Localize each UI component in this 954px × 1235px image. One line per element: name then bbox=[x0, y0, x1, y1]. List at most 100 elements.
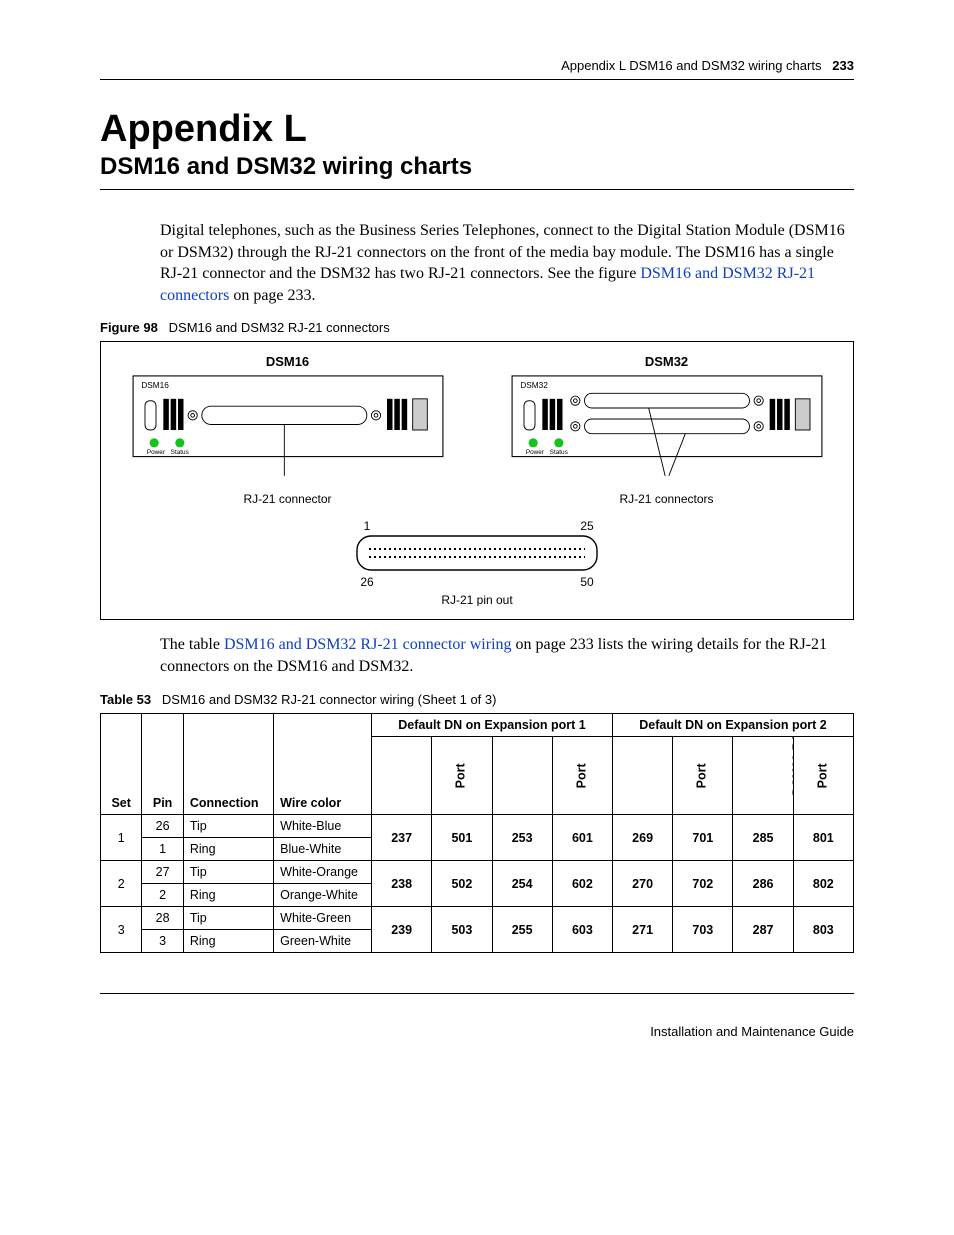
cell-port-2a: 703 bbox=[673, 907, 733, 953]
dsm32-column: DSM32 DSM32 bbox=[492, 354, 841, 506]
dsm32-diagram: DSM32 bbox=[497, 375, 837, 485]
cell-port-1b: 602 bbox=[552, 861, 612, 907]
th-upper-1: Upper DSM32 RJ-21 bbox=[492, 736, 552, 815]
dsm32-power-label: Power bbox=[525, 449, 544, 456]
cell-pin: 2 bbox=[142, 884, 183, 907]
th-wirecolor: Wire color bbox=[274, 713, 372, 815]
cell-port-2b: 801 bbox=[793, 815, 853, 861]
th-group-port1: Default DN on Expansion port 1 bbox=[372, 713, 613, 736]
wiring-table: Set Pin Connection Wire color Default DN… bbox=[100, 713, 854, 954]
th-port-1b: Port bbox=[552, 736, 612, 815]
th-pin: Pin bbox=[142, 713, 183, 815]
cell-wirecolor: White-Green bbox=[274, 907, 372, 930]
cell-port-1b: 601 bbox=[552, 815, 612, 861]
cell-port-1a: 503 bbox=[432, 907, 492, 953]
dsm32-title: DSM32 bbox=[492, 354, 841, 369]
cell-port-1b: 603 bbox=[552, 907, 612, 953]
cell-connection: Tip bbox=[183, 815, 273, 838]
cell-lower-dn2: 271 bbox=[612, 907, 672, 953]
cell-upper-dn2: 285 bbox=[733, 815, 793, 861]
intro-paragraph-2: The table DSM16 and DSM32 RJ-21 connecto… bbox=[100, 634, 854, 677]
footer-rule bbox=[100, 993, 854, 994]
table-caption: Table 53 DSM16 and DSM32 RJ-21 connector… bbox=[100, 692, 854, 707]
cell-port-2a: 702 bbox=[673, 861, 733, 907]
cell-pin: 1 bbox=[142, 838, 183, 861]
th-connection: Connection bbox=[183, 713, 273, 815]
header-rule bbox=[100, 79, 854, 80]
para1-post: on page 233. bbox=[229, 287, 315, 304]
th-set: Set bbox=[101, 713, 142, 815]
cell-upper-dn1: 255 bbox=[492, 907, 552, 953]
figure-caption-text: DSM16 and DSM32 RJ-21 connectors bbox=[169, 320, 390, 335]
cell-wirecolor: White-Orange bbox=[274, 861, 372, 884]
cell-upper-dn2: 286 bbox=[733, 861, 793, 907]
rj21-pinout: 1 25 26 50 RJ-21 pin out bbox=[113, 516, 841, 609]
dsm32-status-label: Status bbox=[549, 449, 567, 456]
cell-set: 1 bbox=[101, 815, 142, 861]
cell-connection: Tip bbox=[183, 861, 273, 884]
running-header-text: Appendix L DSM16 and DSM32 wiring charts bbox=[561, 58, 821, 73]
dsm32-box-label: DSM32 bbox=[520, 381, 548, 390]
table-group-row: Set Pin Connection Wire color Default DN… bbox=[101, 713, 854, 736]
cell-set: 3 bbox=[101, 907, 142, 953]
cell-upper-dn1: 254 bbox=[492, 861, 552, 907]
dsm16-title: DSM16 bbox=[113, 354, 462, 369]
cell-set: 2 bbox=[101, 861, 142, 907]
pin-26-label: 26 bbox=[360, 575, 374, 589]
th-port-2b: Port bbox=[793, 736, 853, 815]
cell-wirecolor: Green-White bbox=[274, 930, 372, 953]
pin-50-label: 50 bbox=[580, 575, 594, 589]
table-row: 227TipWhite-Orange2385022546022707022868… bbox=[101, 861, 854, 884]
appendix-heading: Appendix L bbox=[100, 108, 854, 151]
cell-port-2a: 701 bbox=[673, 815, 733, 861]
figure-98-box: DSM16 DSM16 bbox=[100, 341, 854, 620]
cell-connection: Ring bbox=[183, 884, 273, 907]
dsm16-power-label: Power bbox=[146, 449, 165, 456]
cell-wirecolor: Orange-White bbox=[274, 884, 372, 907]
table-row: 328TipWhite-Green23950325560327170328780… bbox=[101, 907, 854, 930]
pinout-caption: RJ-21 pin out bbox=[441, 593, 513, 606]
cell-lower-dn2: 270 bbox=[612, 861, 672, 907]
cell-upper-dn2: 287 bbox=[733, 907, 793, 953]
cell-wirecolor: White-Blue bbox=[274, 815, 372, 838]
dsm16-callout: RJ-21 connector bbox=[113, 492, 462, 506]
page-number: 233 bbox=[832, 58, 854, 73]
th-group-port2: Default DN on Expansion port 2 bbox=[612, 713, 853, 736]
dsm16-box-label: DSM16 bbox=[141, 381, 169, 390]
dsm16-diagram: DSM16 bbox=[118, 375, 458, 485]
cell-connection: Tip bbox=[183, 907, 273, 930]
cell-wirecolor: Blue-White bbox=[274, 838, 372, 861]
pin-1-label: 1 bbox=[364, 519, 371, 533]
intro-paragraph-1: Digital telephones, such as the Business… bbox=[100, 220, 854, 306]
th-upper-2: Upper DSM32 RJ-21 bbox=[733, 736, 793, 815]
para2-pre: The table bbox=[160, 636, 224, 653]
cell-port-2b: 803 bbox=[793, 907, 853, 953]
th-lower-1: DSM16 or Lower DSM32 RJ-21 bbox=[372, 736, 432, 815]
th-port-2a: Port bbox=[673, 736, 733, 815]
running-header: Appendix L DSM16 and DSM32 wiring charts… bbox=[100, 58, 854, 73]
cell-port-1a: 501 bbox=[432, 815, 492, 861]
cell-pin: 28 bbox=[142, 907, 183, 930]
dsm16-status-label: Status bbox=[170, 449, 188, 456]
footer-text: Installation and Maintenance Guide bbox=[100, 1024, 854, 1039]
dsm16-column: DSM16 DSM16 bbox=[113, 354, 462, 506]
cell-lower-dn1: 238 bbox=[372, 861, 432, 907]
table-row: 126TipWhite-Blue237501253601269701285801 bbox=[101, 815, 854, 838]
rj21-pinout-svg: 1 25 26 50 RJ-21 pin out bbox=[297, 516, 657, 606]
appendix-subtitle: DSM16 and DSM32 wiring charts bbox=[100, 153, 854, 181]
cell-pin: 26 bbox=[142, 815, 183, 838]
th-port-1a: Port bbox=[432, 736, 492, 815]
cell-pin: 3 bbox=[142, 930, 183, 953]
cell-lower-dn1: 237 bbox=[372, 815, 432, 861]
cell-lower-dn1: 239 bbox=[372, 907, 432, 953]
th-lower-2: DSM16 or Lower DSM32 RJ-21 bbox=[612, 736, 672, 815]
cell-connection: Ring bbox=[183, 838, 273, 861]
pin-25-label: 25 bbox=[580, 519, 594, 533]
cell-connection: Ring bbox=[183, 930, 273, 953]
title-rule bbox=[100, 189, 854, 190]
figure-caption: Figure 98 DSM16 and DSM32 RJ-21 connecto… bbox=[100, 320, 854, 335]
cell-port-2b: 802 bbox=[793, 861, 853, 907]
cell-port-1a: 502 bbox=[432, 861, 492, 907]
figure-caption-label: Figure 98 bbox=[100, 320, 158, 335]
table-xref-link[interactable]: DSM16 and DSM32 RJ-21 connector wiring bbox=[224, 636, 512, 653]
